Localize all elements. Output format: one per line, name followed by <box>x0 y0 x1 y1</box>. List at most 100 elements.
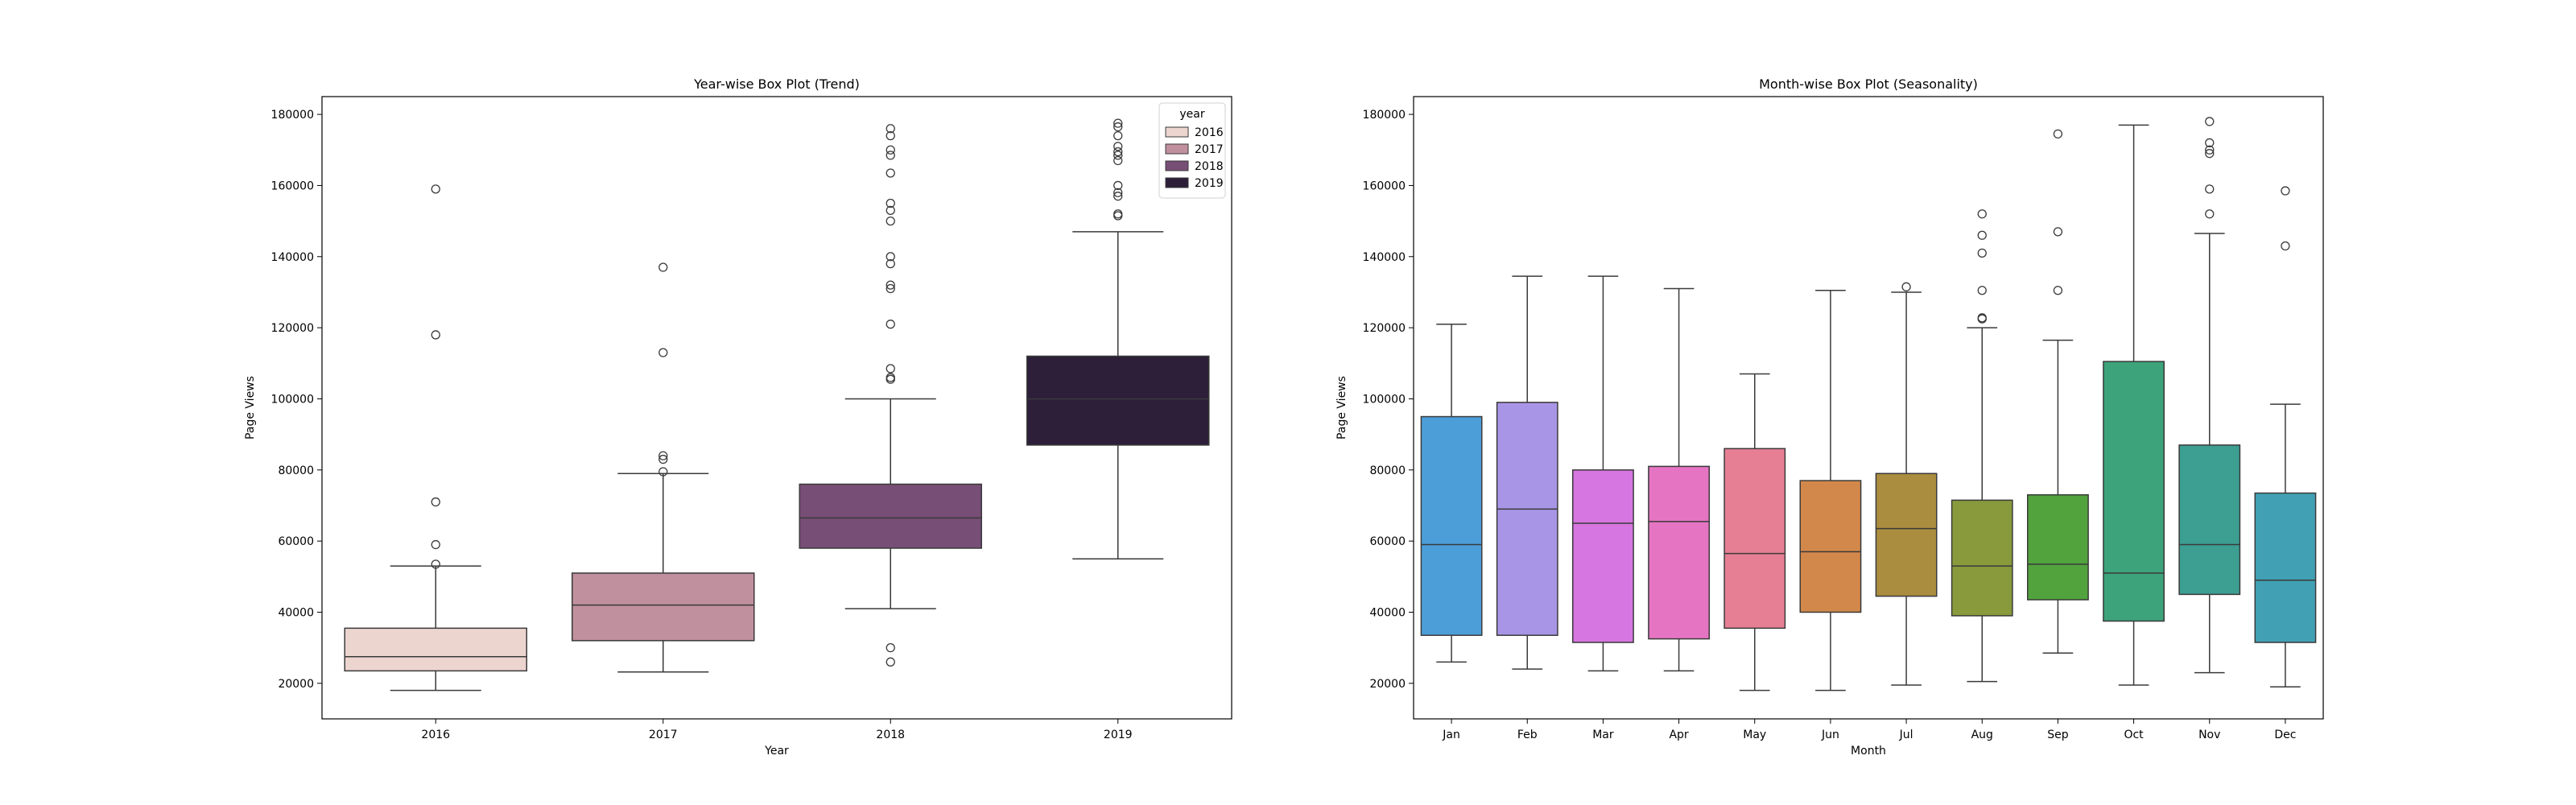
y-tick-label: 120000 <box>1363 322 1406 335</box>
x-axis-label: Year <box>764 745 789 758</box>
box-body <box>1026 355 1210 446</box>
box-body <box>1724 448 1786 630</box>
box-oct <box>2103 124 2165 686</box>
y-tick-label: 100000 <box>1363 393 1406 406</box>
outlier-point <box>886 657 895 667</box>
x-tick-label: Nov <box>2198 729 2220 741</box>
outlier-point <box>658 467 668 477</box>
outlier-point <box>2205 149 2215 159</box>
outlier-point <box>886 130 895 141</box>
x-tick-label: Dec <box>2274 729 2296 741</box>
outlier-point <box>1113 147 1123 157</box>
box-body <box>2178 444 2241 596</box>
outlier-point <box>886 374 895 384</box>
outlier-point <box>1113 151 1123 160</box>
box-body <box>1951 499 2013 617</box>
y-axis-label: Page Views <box>1335 376 1348 440</box>
box-body <box>1420 415 1483 636</box>
y-tick-label: 60000 <box>1369 535 1406 548</box>
y-tick-label: 180000 <box>1363 109 1406 122</box>
y-tick-label: 80000 <box>1369 464 1406 477</box>
x-tick-label: Mar <box>1592 729 1614 741</box>
outlier-point <box>431 330 440 340</box>
outlier-point <box>886 145 895 155</box>
box-jan <box>1420 323 1483 663</box>
outlier-point <box>2053 286 2063 295</box>
outlier-point <box>886 252 895 262</box>
box-body <box>1799 480 1862 613</box>
x-tick-label: 2018 <box>876 729 905 741</box>
legend-swatch <box>1165 143 1189 155</box>
outlier-point <box>431 559 440 569</box>
chart-title: Month-wise Box Plot (Seasonality) <box>1759 76 1978 92</box>
outlier-point <box>1113 122 1123 132</box>
outlier-point <box>1113 209 1123 219</box>
y-tick-label: 80000 <box>278 464 314 477</box>
outlier-point <box>1977 248 1987 258</box>
outlier-point <box>886 205 895 215</box>
outlier-point <box>658 262 668 272</box>
outlier-point <box>1113 118 1123 128</box>
outlier-point <box>886 643 895 653</box>
outlier-point <box>886 364 895 374</box>
outlier-point <box>886 198 895 208</box>
box-body <box>1496 402 1558 636</box>
outlier-point <box>2281 186 2290 196</box>
outlier-point <box>886 280 895 290</box>
box-body <box>1648 465 1710 640</box>
outlier-point <box>1113 180 1123 191</box>
outlier-point <box>1977 313 1987 323</box>
outlier-point <box>431 184 440 194</box>
x-tick-label: Feb <box>1517 729 1538 741</box>
x-tick-label: Sep <box>2047 729 2069 741</box>
outlier-point <box>2281 241 2290 251</box>
outlier-point <box>431 539 440 550</box>
box-body <box>344 627 527 672</box>
y-tick-label: 40000 <box>278 606 314 619</box>
box-2019 <box>1026 118 1210 559</box>
y-tick-label: 60000 <box>278 535 314 548</box>
box-body <box>1572 469 1634 643</box>
outlier-point <box>1113 188 1123 197</box>
outlier-point <box>2205 145 2215 155</box>
month-wise-box-plot: Month-wise Box Plot (Seasonality) 20000 40… <box>1335 76 2324 758</box>
x-tick-label: May <box>1743 729 1766 741</box>
outlier-point <box>658 348 668 357</box>
y-tick-label: 100000 <box>271 393 314 406</box>
x-tick-label: 2016 <box>421 729 450 741</box>
outlier-point <box>886 124 895 134</box>
box-body <box>572 572 755 642</box>
outlier-point <box>1977 209 1987 219</box>
box-may <box>1724 373 1786 691</box>
x-tick-label: Jan <box>1442 729 1460 741</box>
y-tick-label: 120000 <box>271 322 314 335</box>
outlier-point <box>658 451 668 460</box>
x-tick-label: Jun <box>1821 729 1839 741</box>
box-2017 <box>572 262 755 673</box>
y-tick-label: 20000 <box>1369 678 1406 691</box>
outlier-point <box>1113 130 1123 141</box>
box-body <box>2254 492 2317 643</box>
box-body <box>799 483 982 549</box>
outlier-point <box>1113 211 1123 221</box>
box-dec <box>2254 186 2317 687</box>
box-feb <box>1496 275 1558 670</box>
y-axis-label: Page Views <box>244 376 257 440</box>
outlier-point <box>2205 117 2215 126</box>
y-tick-label: 140000 <box>271 251 314 264</box>
y-tick-label: 20000 <box>278 678 314 691</box>
legend-entry: 2019 <box>1195 177 1224 190</box>
legend-entry: 2018 <box>1195 160 1224 173</box>
outlier-point <box>2205 138 2215 148</box>
y-tick-label: 160000 <box>271 180 314 192</box>
x-tick-label: Oct <box>2124 729 2144 741</box>
legend-entry: 2017 <box>1195 143 1224 156</box>
x-tick-label: 2019 <box>1104 729 1133 741</box>
box-mar <box>1572 275 1634 672</box>
box-nov <box>2178 117 2241 674</box>
x-axis-label: Month <box>1851 745 1886 758</box>
box-apr <box>1648 287 1710 672</box>
box-body <box>2103 361 2165 622</box>
outlier-point <box>886 151 895 160</box>
